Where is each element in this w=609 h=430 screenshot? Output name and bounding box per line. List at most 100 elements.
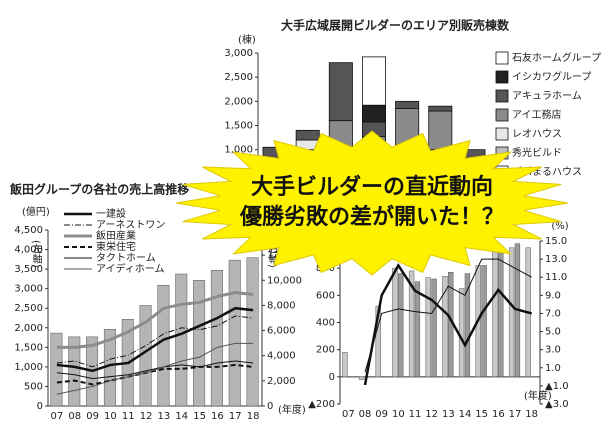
legend-label: 飯田産業 — [96, 229, 136, 242]
tick-label: 4,500 — [14, 225, 43, 236]
x-tick-label: 10 — [392, 409, 405, 420]
tick-label: 3,000 — [14, 284, 43, 295]
legend-label: 東栄住宅 — [96, 240, 136, 253]
bar — [193, 280, 206, 407]
tick-label: 3.0 — [545, 345, 561, 356]
banner-line: 優勝劣敗の差が開いた！？ — [239, 204, 504, 230]
legend-label: アイディホーム — [96, 262, 165, 275]
tick-label: 0 — [37, 401, 43, 412]
legend-label: 石友ホームグループ — [512, 51, 601, 64]
tick-label: 6,000 — [267, 326, 296, 337]
x-tick-label: 15 — [475, 409, 488, 420]
x-tick-label: 12 — [140, 411, 153, 422]
bar — [414, 281, 421, 378]
x-tick-label: 11 — [122, 411, 135, 422]
y-axis-label: (億円) — [22, 205, 50, 218]
x-tick-label: 08 — [68, 411, 81, 422]
bar — [392, 267, 398, 378]
x-tick-label: 09 — [86, 411, 99, 422]
tick-label: 1,500 — [224, 121, 253, 132]
y2-axis-label: (%) — [551, 221, 568, 232]
series-line — [364, 258, 532, 373]
bar — [358, 376, 365, 380]
x-tick-label: 07 — [51, 411, 64, 422]
banner-burst — [175, 130, 569, 276]
bar — [375, 305, 381, 378]
bar — [342, 352, 348, 378]
tick-label: 9.0 — [545, 290, 561, 301]
x-tick-label: 15 — [193, 411, 206, 422]
legend-label: アイ工務店 — [512, 108, 562, 121]
x-tick-label: 08 — [359, 409, 372, 420]
tick-label: 500 — [24, 381, 43, 392]
tick-label: 1,500 — [14, 342, 43, 353]
tick-label: 2,000 — [267, 376, 296, 387]
x-axis-label: (年度) — [278, 403, 306, 416]
legend-swatch — [495, 70, 509, 84]
axis-note: (左軸) — [30, 240, 42, 268]
banner-line: 大手ビルダーの直近動向 — [251, 174, 493, 200]
x-tick-label: 18 — [247, 411, 260, 422]
series-line — [56, 306, 254, 373]
bar — [408, 270, 415, 378]
bar — [442, 276, 448, 378]
chart-title: 飯田グループの各社の売上高推移 — [9, 182, 189, 197]
x-tick-label: 16 — [211, 411, 224, 422]
x-axis-label: (年度) — [524, 389, 552, 402]
tick-label: 0 — [267, 401, 273, 412]
series-line — [56, 360, 254, 380]
bar — [464, 273, 471, 378]
tick-label: 4,000 — [267, 351, 296, 362]
tick-label: 2,500 — [14, 303, 43, 314]
chart-title: 大手広域展開ビルダーのエリア別販売棟数 — [281, 18, 510, 33]
x-tick-label: 14 — [175, 411, 188, 422]
legend-swatch — [495, 127, 509, 141]
tick-label: 2,000 — [224, 96, 253, 107]
legend-swatch — [495, 51, 509, 65]
tick-label: 2,000 — [14, 323, 43, 334]
tick-label: 7.0 — [545, 308, 561, 319]
bar-segment — [361, 56, 386, 106]
tick-label: 1.0 — [545, 363, 561, 374]
bar-segment — [428, 110, 453, 151]
series-line — [56, 315, 254, 368]
series-line — [56, 291, 254, 349]
tick-label: 5.0 — [545, 327, 561, 338]
legend-label: イシカワグループ — [512, 70, 591, 83]
tick-label: 4,000 — [14, 245, 43, 256]
tick-label: 15.0 — [545, 236, 567, 247]
x-tick-label: 09 — [375, 409, 388, 420]
bar-segment — [295, 129, 320, 141]
x-tick-label: 10 — [104, 411, 117, 422]
tick-label: 3,500 — [14, 264, 43, 275]
bar — [498, 248, 504, 378]
tick-label: 200 — [316, 345, 335, 356]
x-tick-label: 17 — [229, 411, 242, 422]
bar-segment — [428, 105, 453, 112]
x-tick-label: 16 — [492, 409, 505, 420]
series-line — [56, 363, 254, 386]
series-line — [363, 263, 532, 386]
bar — [228, 259, 241, 407]
legend-label: 一建設 — [96, 207, 126, 220]
tick-label: 11.0 — [545, 272, 567, 283]
legend-label: レオハウス — [512, 128, 562, 140]
legend-swatch — [495, 108, 509, 122]
tick-label: ▲1.0 — [545, 381, 569, 392]
legend-label: アキュラホーム — [512, 90, 582, 102]
bar — [246, 257, 259, 407]
bar — [481, 265, 487, 378]
bar-segment — [361, 104, 386, 123]
bar — [508, 247, 515, 378]
bar — [175, 273, 188, 407]
legend-label: タクトホーム — [96, 252, 156, 264]
tick-label: ▲3.0 — [545, 399, 569, 410]
tick-label: 8,000 — [267, 300, 296, 311]
legend-label: 秀光ビルド — [512, 146, 562, 159]
tick-label: ▲200 — [308, 399, 335, 410]
bar — [210, 269, 223, 407]
x-tick-label: 18 — [525, 409, 538, 420]
tick-label: 13.0 — [545, 254, 567, 265]
